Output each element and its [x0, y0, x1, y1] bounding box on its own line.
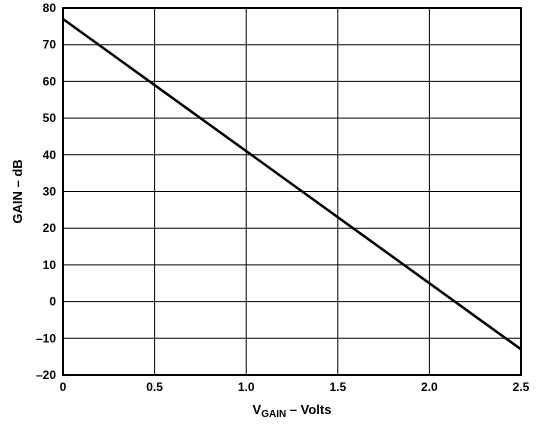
x-tick-label: 2.0 — [421, 380, 438, 394]
plot-area-frame — [62, 7, 522, 376]
x-axis-label: VGAIN – Volts — [253, 402, 332, 420]
y-axis-ticks: –20 –10 0 10 20 30 40 50 60 70 80 — [36, 1, 56, 382]
x-axis-label-prefix: V — [253, 402, 262, 417]
x-axis-label-suffix: – Volts — [286, 402, 331, 417]
x-axis-ticks: 0 0.5 1.0 1.5 2.0 2.5 — [60, 380, 530, 394]
grid — [62, 7, 522, 376]
x-tick-label: 0.5 — [146, 380, 163, 394]
x-tick-label: 0 — [60, 380, 67, 394]
series-line — [62, 17, 522, 351]
y-tick-label: 50 — [43, 111, 57, 125]
y-tick-label: 70 — [43, 38, 57, 52]
series-layer — [62, 17, 522, 351]
y-tick-label: 0 — [49, 295, 56, 309]
y-tick-label: 20 — [43, 221, 57, 235]
x-axis-label-subscript: GAIN — [261, 409, 286, 420]
x-tick-label: 1.0 — [238, 380, 255, 394]
y-tick-label: –20 — [36, 368, 56, 382]
y-tick-label: 10 — [43, 258, 57, 272]
x-tick-label: 2.5 — [513, 380, 530, 394]
y-tick-label: 40 — [43, 148, 57, 162]
y-tick-label: –10 — [36, 331, 56, 345]
y-tick-label: 60 — [43, 74, 57, 88]
y-axis-label: GAIN – dB — [10, 159, 25, 223]
x-tick-label: 1.5 — [329, 380, 346, 394]
y-tick-label: 80 — [43, 1, 57, 15]
y-tick-label: 30 — [43, 185, 57, 199]
